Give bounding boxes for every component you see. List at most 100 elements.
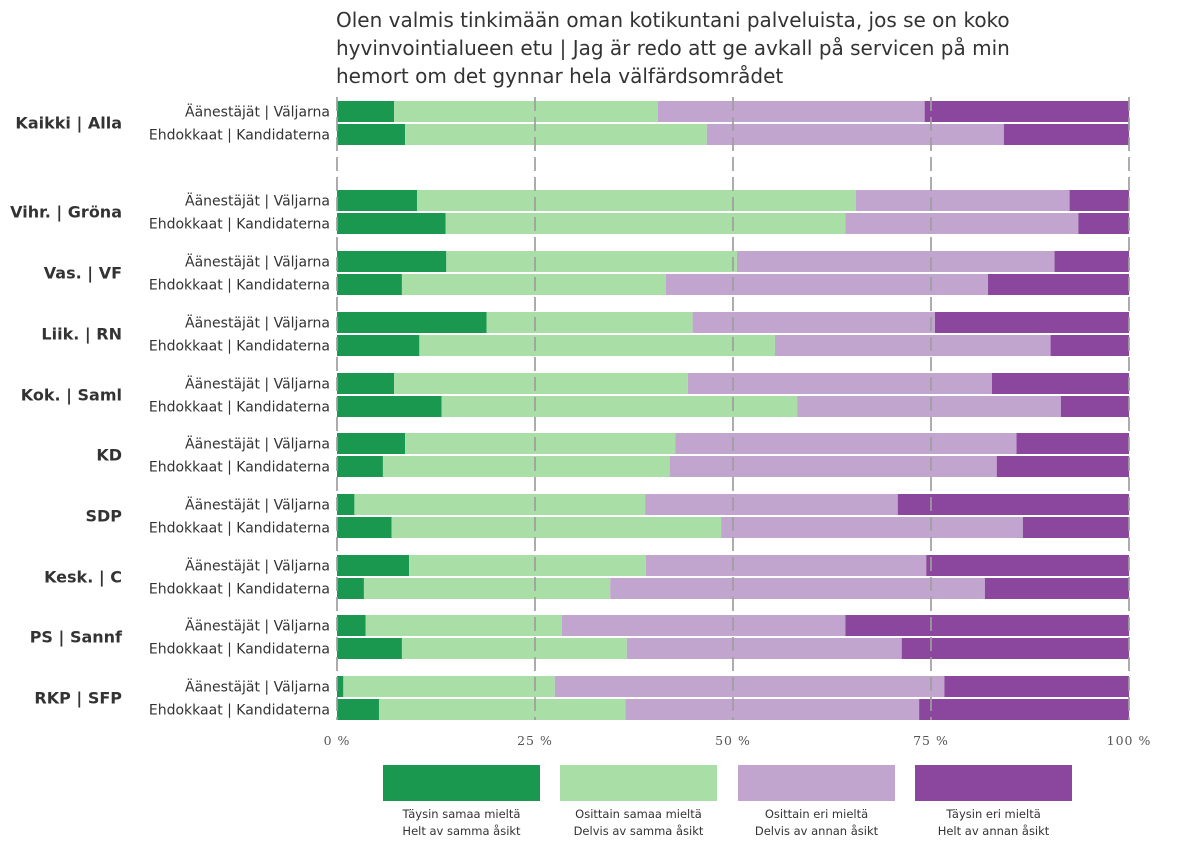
bar-segment-1-candidates-2: [845, 213, 1079, 234]
x-tick-label: 50 %: [715, 733, 751, 748]
legend-label-sv: Delvis av annan åsikt: [755, 824, 879, 838]
bar-segment-4-voters-3: [991, 373, 1129, 394]
legend-label-sv: Helt av annan åsikt: [938, 824, 1050, 838]
bar-segment-6-candidates-2: [721, 517, 1023, 538]
bar-segment-4-voters-0: [337, 373, 395, 394]
bar-segment-1-candidates-3: [1078, 213, 1129, 234]
bar-segment-1-voters-2: [855, 190, 1070, 211]
x-tick-label: 0 %: [324, 733, 351, 748]
labels-layer: Äänestäjät | Väljarna Ehdokkaat | Kandida…: [10, 103, 330, 719]
row-label-voters: Äänestäjät | Väljarna: [185, 253, 330, 271]
bar-segment-1-candidates-0: [337, 213, 446, 234]
legend-swatch-3: [915, 765, 1072, 801]
bar-segment-8-voters-2: [561, 615, 846, 636]
bar-segment-5-voters-1: [405, 433, 676, 454]
row-label-candidates: Ehdokkaat | Kandidaterna: [149, 217, 330, 233]
bar-segment-7-candidates-1: [363, 578, 611, 599]
bar-segment-2-candidates-3: [988, 274, 1129, 295]
legend-label-fi: Täysin eri mieltä: [945, 807, 1041, 821]
bar-segment-6-voters-2: [645, 494, 898, 515]
bar-segment-9-candidates-1: [378, 699, 626, 720]
bar-segment-2-voters-3: [1054, 251, 1129, 272]
bar-segment-5-voters-3: [1016, 433, 1129, 454]
legend-label-fi: Osittain eri mieltä: [765, 807, 868, 821]
bar-segment-8-candidates-2: [626, 638, 902, 659]
bar-segment-3-voters-3: [934, 312, 1129, 333]
row-label-voters: Äänestäjät | Väljarna: [185, 617, 330, 635]
bar-segment-7-candidates-0: [337, 578, 364, 599]
legend-label-fi: Osittain samaa mieltä: [575, 807, 702, 821]
bar-segment-3-voters-1: [486, 312, 693, 333]
bar-segment-9-candidates-2: [625, 699, 920, 720]
bar-segment-6-voters-0: [337, 494, 355, 515]
bar-segment-6-candidates-0: [337, 517, 392, 538]
bar-segment-9-voters-2: [554, 676, 945, 697]
bar-segment-2-candidates-1: [401, 274, 666, 295]
bar-segment-7-candidates-3: [984, 578, 1129, 599]
group-label: SDP: [85, 507, 122, 526]
group-label: RKP | SFP: [34, 689, 122, 709]
row-label-voters: Äänestäjät | Väljarna: [185, 557, 330, 575]
legend-label-sv: Helt av samma åsikt: [402, 824, 521, 838]
gridlines-layer: [336, 97, 1130, 720]
bar-segment-4-candidates-1: [441, 396, 798, 417]
bar-segment-8-voters-0: [337, 615, 366, 636]
legend: Täysin samaa mieltä Helt av samma åsikt Os…: [383, 765, 1072, 838]
bar-segment-0-candidates-3: [1003, 124, 1129, 145]
row-label-voters: Äänestäjät | Väljarna: [185, 496, 330, 514]
bar-segment-1-candidates-1: [445, 213, 846, 234]
row-label-candidates: Ehdokkaat | Kandidaterna: [149, 521, 330, 537]
group-label: PS | Sannf: [30, 628, 123, 648]
bar-segment-2-candidates-2: [665, 274, 989, 295]
bar-segment-2-voters-2: [736, 251, 1055, 272]
bar-segment-8-candidates-3: [901, 638, 1129, 659]
chart-title-line-3: hemort om det gynnar hela välfärdsområde…: [336, 64, 783, 88]
bar-segment-3-voters-2: [692, 312, 935, 333]
bar-segment-2-candidates-0: [337, 274, 402, 295]
bar-segment-4-candidates-3: [1060, 396, 1129, 417]
bar-segment-8-candidates-1: [401, 638, 627, 659]
bar-segment-3-candidates-3: [1050, 335, 1129, 356]
bar-segment-0-candidates-0: [337, 124, 406, 145]
row-label-voters: Äänestäjät | Väljarna: [185, 103, 330, 121]
row-label-candidates: Ehdokkaat | Kandidaterna: [149, 642, 330, 658]
bar-segment-9-voters-3: [944, 676, 1129, 697]
bar-segment-5-candidates-0: [337, 456, 383, 477]
bar-segment-7-candidates-2: [610, 578, 985, 599]
bar-segment-0-candidates-2: [706, 124, 1004, 145]
row-label-voters: Äänestäjät | Väljarna: [185, 435, 330, 453]
bar-segment-5-candidates-1: [382, 456, 670, 477]
bar-segment-0-voters-3: [924, 101, 1129, 122]
bar-segment-0-voters-1: [394, 101, 658, 122]
x-tick-label: 25 %: [517, 733, 553, 748]
chart-title: Olen valmis tinkimään oman kotikuntani p…: [336, 8, 1010, 88]
bar-segment-5-candidates-3: [996, 456, 1129, 477]
bar-segment-8-voters-3: [845, 615, 1129, 636]
group-label: Kaikki | Alla: [15, 114, 122, 134]
bar-segment-0-voters-0: [337, 101, 395, 122]
chart-title-line-1: Olen valmis tinkimään oman kotikuntani p…: [336, 8, 1010, 32]
x-tick-label: 75 %: [913, 733, 949, 748]
bar-segment-0-voters-2: [657, 101, 925, 122]
row-label-voters: Äänestäjät | Väljarna: [185, 678, 330, 696]
x-tick-label: 100 %: [1107, 733, 1152, 748]
group-label: Kesk. | C: [44, 568, 122, 588]
chart-title-line-2: hyvinvointialueen etu | Jag är redo att …: [336, 36, 1010, 60]
bar-segment-5-candidates-2: [669, 456, 997, 477]
bar-segment-1-voters-3: [1069, 190, 1129, 211]
bar-segment-7-voters-0: [337, 555, 410, 576]
bar-segment-7-voters-3: [926, 555, 1129, 576]
legend-swatch-0: [383, 765, 540, 801]
group-label: Vihr. | Gröna: [10, 203, 122, 223]
legend-swatch-1: [560, 765, 717, 801]
group-label: KD: [96, 446, 122, 465]
row-label-candidates: Ehdokkaat | Kandidaterna: [149, 400, 330, 416]
row-label-voters: Äänestäjät | Väljarna: [185, 314, 330, 332]
bar-segment-9-voters-0: [337, 676, 344, 697]
bars-layer: [337, 101, 1129, 720]
legend-swatch-2: [738, 765, 895, 801]
bar-segment-7-voters-1: [409, 555, 646, 576]
bar-segment-6-voters-3: [897, 494, 1129, 515]
bar-segment-8-voters-1: [365, 615, 562, 636]
